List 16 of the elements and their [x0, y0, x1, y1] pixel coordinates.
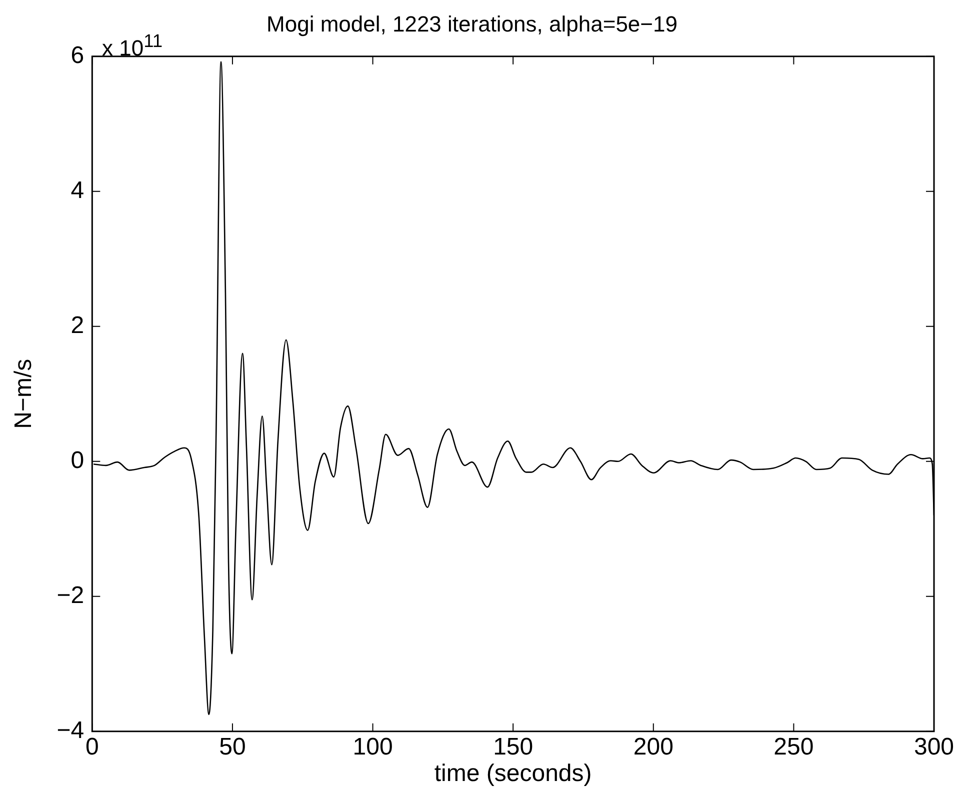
y-axis-title: N−m/s [10, 358, 38, 429]
chart-title: Mogi model, 1223 iterations, alpha=5e−19 [266, 11, 678, 36]
y-tick-label: 2 [70, 312, 84, 340]
x-tick-label: 300 [914, 733, 954, 760]
annotation: x 10$^{11}$ [102, 30, 163, 62]
x-tick-label: 100 [352, 733, 393, 760]
x-tick-label: 50 [219, 733, 246, 760]
y-tick-label: −2 [56, 582, 84, 610]
y-tick-label: 0 [70, 447, 84, 474]
y-tick-label: 6 [70, 42, 84, 70]
x-tick-label: 250 [774, 733, 814, 760]
x-axis-title: time (seconds) [434, 760, 592, 788]
x-tick-label: 200 [633, 733, 674, 760]
y-tick-label: −4 [56, 717, 84, 744]
y-tick-label: 4 [70, 177, 84, 204]
x-tick-label: 150 [493, 733, 534, 760]
